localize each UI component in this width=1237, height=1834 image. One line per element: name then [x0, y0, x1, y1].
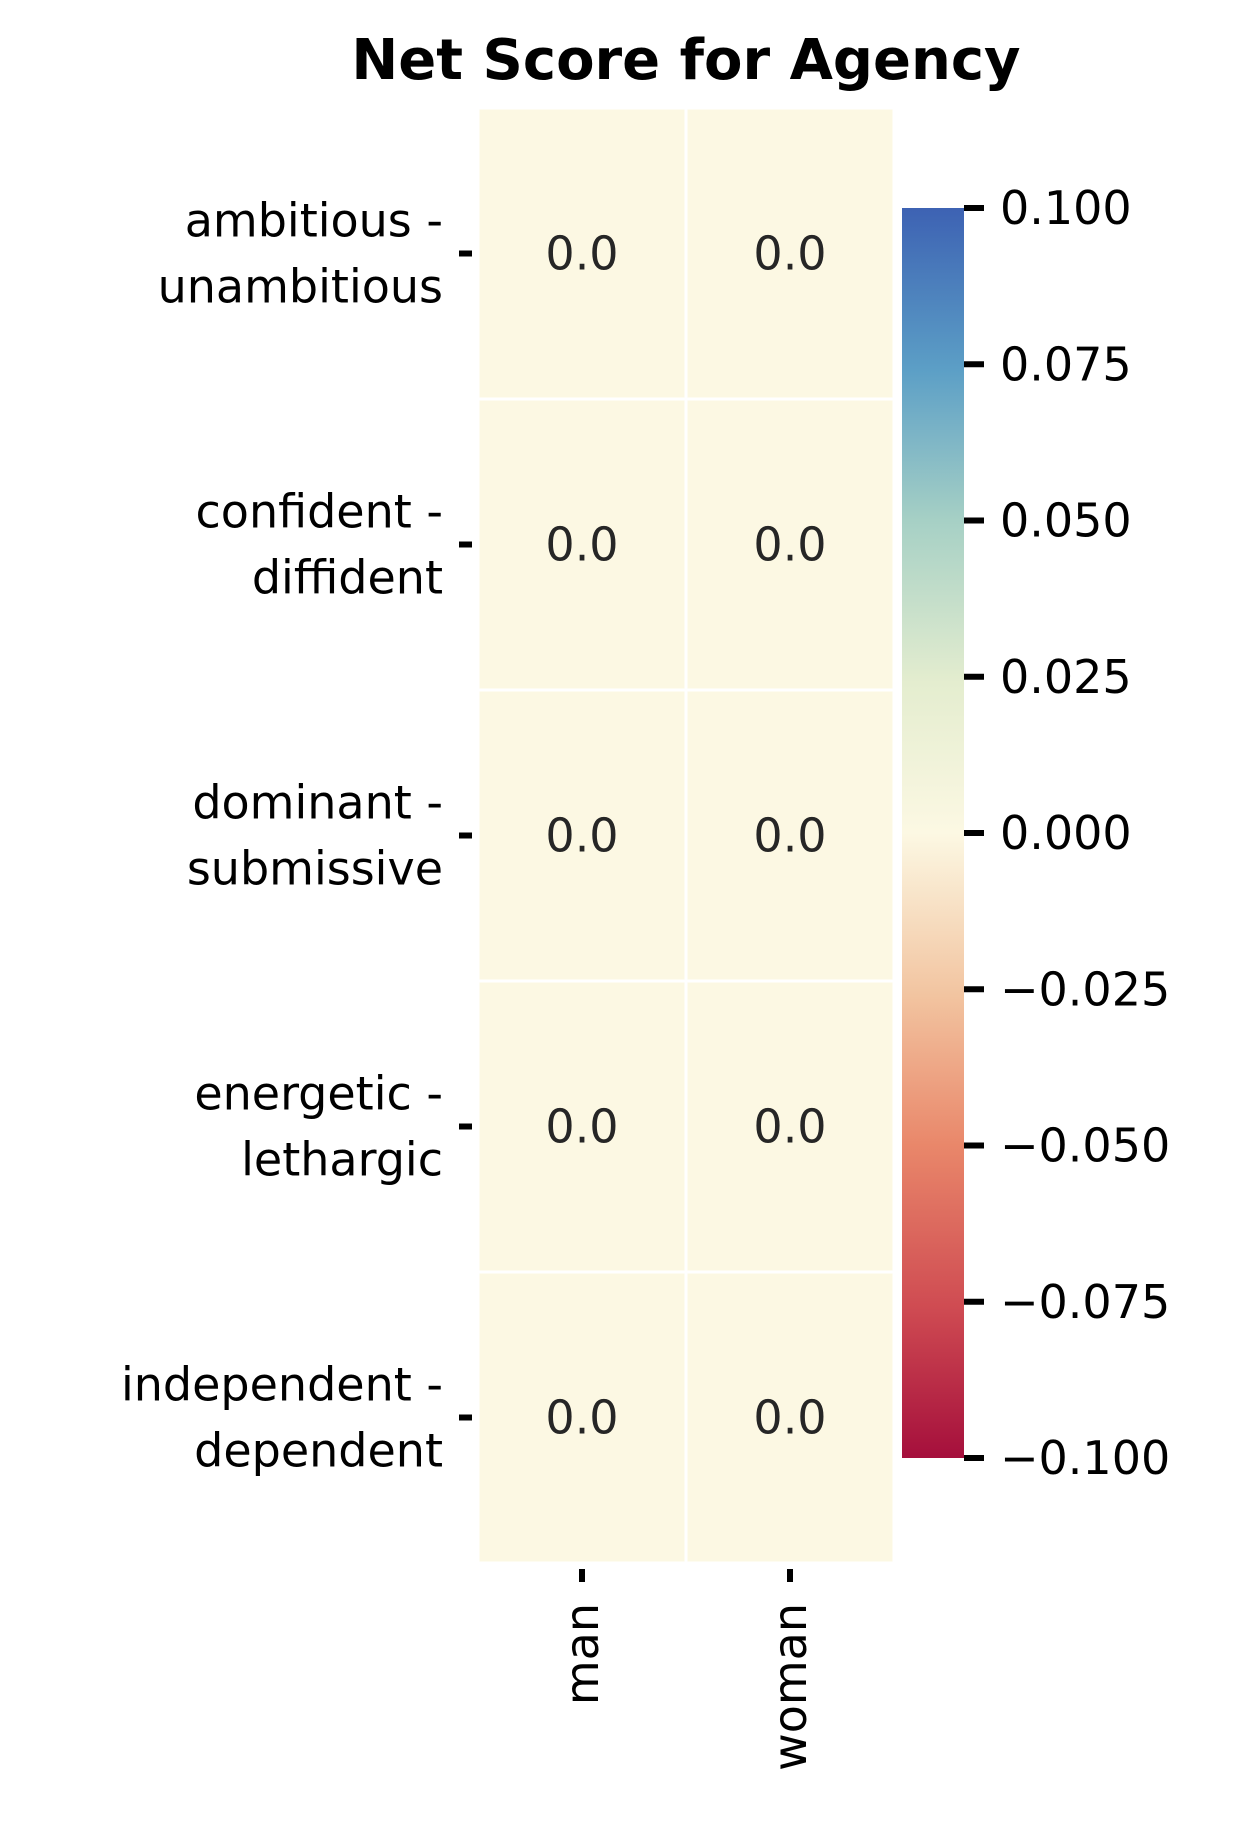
heatmap-cell	[476, 397, 688, 692]
colorbar-tick-label: 0.050	[1000, 494, 1132, 548]
x-axis: man woman	[555, 1569, 817, 1771]
y-tick-label: confident -	[196, 485, 443, 539]
y-tick-label: dependent	[194, 1424, 443, 1478]
colorbar-tick-label: 0.075	[1000, 337, 1132, 391]
cell-value-label: 0.0	[753, 1100, 826, 1154]
heatmap-cell	[684, 1270, 896, 1565]
colorbar-tick-label: −0.025	[1000, 962, 1170, 1016]
colorbar-tick-label: −0.075	[1000, 1275, 1170, 1329]
heatmap-cell	[684, 688, 896, 983]
x-tick-label: man	[555, 1603, 609, 1705]
colorbar-tick-label: −0.050	[1000, 1119, 1170, 1173]
cell-value-label: 0.0	[545, 809, 618, 863]
colorbar-gradient	[902, 208, 964, 1458]
y-tick-label: submissive	[187, 842, 443, 896]
y-tick-label: ambitious -	[185, 194, 443, 248]
y-tick-label: unambitious	[158, 260, 443, 314]
cell-value-label: 0.0	[545, 1100, 618, 1154]
cell-value-label: 0.0	[545, 227, 618, 281]
cell-value-label: 0.0	[545, 518, 618, 572]
colorbar-tick-label: 0.000	[1000, 806, 1132, 860]
y-axis: ambitious - unambitious confident - diffide…	[121, 194, 472, 1478]
heatmap-cell	[684, 397, 896, 692]
y-tick-label: independent -	[121, 1358, 443, 1412]
x-tick-label: woman	[763, 1603, 817, 1771]
heatmap-cells	[476, 106, 896, 1565]
cell-value-label: 0.0	[753, 809, 826, 863]
colorbar-tick-label: 0.025	[1000, 650, 1132, 704]
heatmap-cell	[684, 106, 896, 401]
heatmap-cell-labels: 0.0 0.0 0.0 0.0 0.0 0.0 0.0 0.0 0.0 0.0	[545, 227, 826, 1445]
colorbar: 0.100 0.075 0.050 0.025 0.000 −0.025 −0.050 −0.…	[902, 181, 1170, 1485]
heatmap-cell	[476, 1270, 688, 1565]
colorbar-tick-label: 0.100	[1000, 181, 1132, 235]
cell-value-label: 0.0	[753, 227, 826, 281]
y-tick-label: dominant -	[192, 776, 443, 830]
y-tick-label: diffident	[252, 551, 443, 605]
cell-value-label: 0.0	[753, 518, 826, 572]
chart-title: Net Score for Agency	[351, 28, 1020, 93]
cell-value-label: 0.0	[753, 1391, 826, 1445]
y-tick-label: lethargic	[241, 1133, 443, 1187]
cell-value-label: 0.0	[545, 1391, 618, 1445]
heatmap-cell	[476, 688, 688, 983]
colorbar-tick-label: −0.100	[1000, 1431, 1170, 1485]
heatmap-cell	[684, 979, 896, 1274]
y-tick-label: energetic -	[194, 1067, 443, 1121]
heatmap-cell	[476, 106, 688, 401]
